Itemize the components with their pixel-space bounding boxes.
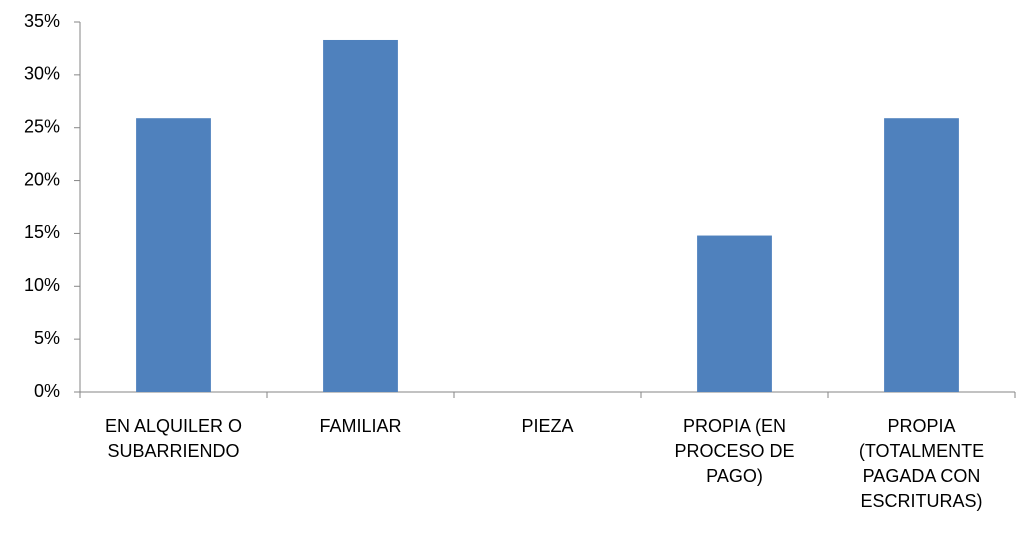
bar — [884, 118, 959, 392]
x-tick-label: FAMILIAR — [319, 416, 402, 436]
y-tick-label: 25% — [24, 116, 60, 136]
bar — [697, 235, 772, 392]
y-tick-label: 15% — [24, 222, 60, 242]
x-tick-label: EN ALQUILER O SUBARRIENDO — [104, 416, 243, 461]
y-tick-label: 35% — [24, 11, 60, 31]
bar — [136, 118, 211, 392]
y-tick-label: 10% — [24, 275, 60, 295]
y-tick-label: 30% — [24, 64, 60, 84]
y-tick-label: 5% — [34, 328, 60, 348]
x-tick-label: PROPIA (TOTALMENTE PAGADA CON ESCRITURAS… — [858, 416, 985, 511]
y-tick-label: 20% — [24, 169, 60, 189]
bar — [323, 39, 398, 392]
y-tick-label: 0% — [34, 381, 60, 401]
x-tick-label: PIEZA — [521, 416, 574, 436]
x-tick-label: PROPIA (EN PROCESO DE PAGO) — [674, 416, 795, 486]
